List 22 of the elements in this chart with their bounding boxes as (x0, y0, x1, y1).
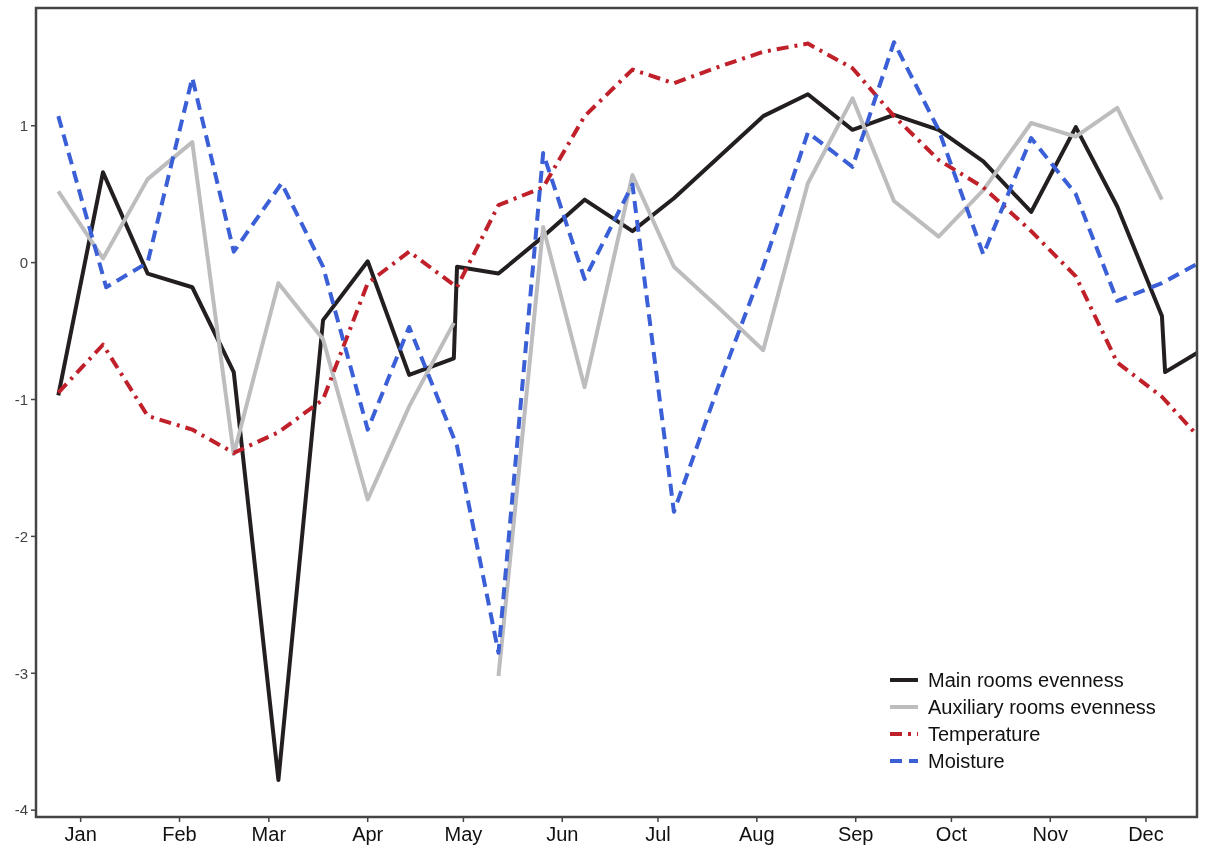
x-tick-label: Jul (645, 823, 671, 845)
legend-label: Main rooms evenness (928, 669, 1124, 691)
x-tick-label: Nov (1032, 823, 1069, 845)
x-tick-label: Oct (935, 823, 968, 845)
x-tick-label: Sep (837, 823, 874, 845)
legend-label: Auxiliary rooms evenness (928, 696, 1156, 718)
x-tick-label: Dec (1128, 823, 1164, 845)
x-tick-label: Aug (739, 823, 775, 845)
x-tick-label: Mar (251, 823, 287, 845)
y-tick-label: -1 (14, 390, 28, 408)
x-tick-label: Feb (162, 823, 197, 845)
x-tick-label: May (444, 823, 483, 845)
x-tick-label: Apr (352, 823, 384, 845)
y-tick-label: -4 (14, 801, 28, 819)
y-tick-label: 1 (19, 116, 28, 134)
x-tick-label: Jan (64, 823, 97, 845)
y-tick-label: -2 (14, 527, 28, 545)
y-tick-label: 0 (19, 253, 28, 271)
legend-label: Temperature (928, 723, 1041, 745)
y-tick-label: -3 (14, 664, 28, 682)
legend-label: Moisture (928, 750, 1005, 772)
x-tick-label: Jun (546, 823, 579, 845)
